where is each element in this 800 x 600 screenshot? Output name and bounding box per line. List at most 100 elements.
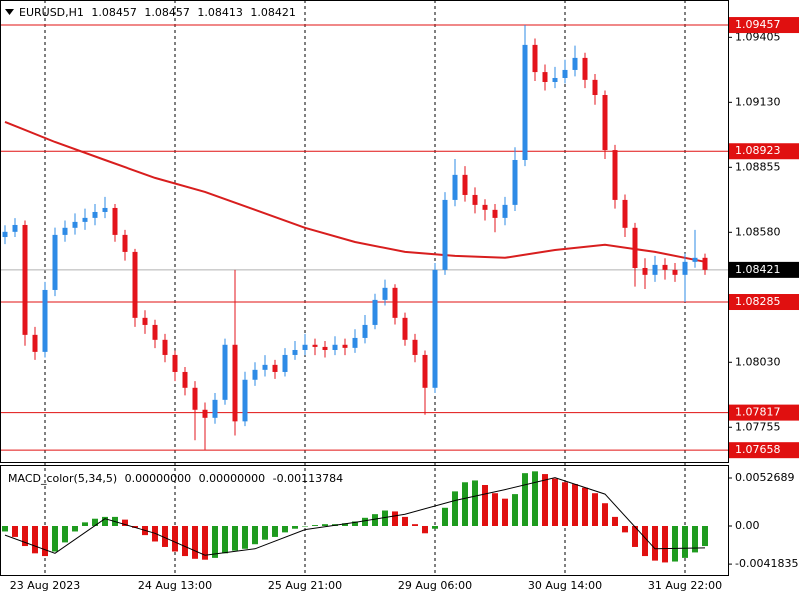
histogram-bar <box>502 498 508 527</box>
candle-body <box>102 207 108 212</box>
histogram-bar <box>542 474 548 527</box>
candle-body <box>142 317 148 325</box>
histogram-bar <box>612 516 618 527</box>
histogram-bar <box>2 526 8 532</box>
menu-triangle[interactable] <box>5 9 14 15</box>
histogram-bar <box>322 524 328 527</box>
y-tick-label: 1.08030 <box>735 355 781 368</box>
histogram-bar <box>102 516 108 527</box>
histogram-bar <box>532 471 538 527</box>
candle-body <box>542 72 548 83</box>
histogram-bar <box>42 526 48 557</box>
histogram-bar <box>662 526 668 563</box>
x-tick-label: 23 Aug 2023 <box>10 579 80 592</box>
histogram-bar <box>462 482 468 527</box>
candle-body <box>212 399 218 418</box>
histogram-bar <box>22 526 28 547</box>
axes: 23 Aug 2023 24 Aug 13:00 25 Aug 21:00 29 Au… <box>10 17 799 592</box>
candle-body <box>62 227 68 235</box>
level-label: 1.08285 <box>735 295 781 308</box>
candle-body <box>12 224 18 232</box>
histogram-bar <box>412 524 418 527</box>
candle-body <box>72 221 78 228</box>
histogram-bar <box>602 503 608 527</box>
candle-body <box>622 199 628 228</box>
histogram-bar <box>252 526 258 545</box>
y-tick-label: 1.09130 <box>735 95 781 108</box>
candle-body <box>472 194 478 205</box>
candle-body <box>152 324 158 340</box>
macd-pane <box>2 471 708 563</box>
histogram-bar <box>222 526 228 554</box>
y-tick-label: -0.0041835 <box>735 557 798 570</box>
level-label: 1.09457 <box>735 18 781 31</box>
candle-body <box>582 57 588 80</box>
histogram-bar <box>352 521 358 527</box>
candle-body <box>702 257 708 270</box>
histogram-bar <box>492 493 498 527</box>
level-label-bg <box>729 17 799 34</box>
candle-body <box>692 257 698 262</box>
level-label-bg <box>729 143 799 160</box>
candle-body <box>462 174 468 195</box>
candle-body <box>322 346 328 350</box>
candle-body <box>172 354 178 372</box>
histogram-bar <box>642 526 648 557</box>
candle-body <box>42 289 48 352</box>
x-tick-label: 30 Aug 14:00 <box>528 579 602 592</box>
candle-body <box>352 337 358 348</box>
candle-body <box>412 339 418 355</box>
histogram-bar <box>592 493 598 527</box>
macd-header: MACD_color(5,34,5) 0.00000000 0.00000000… <box>8 472 343 485</box>
histogram-bar <box>52 526 58 552</box>
signal-line <box>4 477 706 556</box>
candle-body <box>232 344 238 422</box>
candle-body <box>632 227 638 268</box>
candle-body <box>122 234 128 252</box>
histogram-bar <box>512 494 518 527</box>
level-label: 1.08923 <box>735 144 781 157</box>
histogram-bar <box>302 526 308 527</box>
level-label-bg <box>729 404 799 421</box>
candle-body <box>22 224 28 335</box>
macd-readout: 0.00000000 <box>199 472 265 485</box>
x-tick-label: 31 Aug 22:00 <box>648 579 722 592</box>
histogram-bar <box>92 518 98 527</box>
histogram-bar <box>312 525 318 527</box>
histogram-bar <box>282 526 288 533</box>
candle-body <box>442 199 448 270</box>
histogram-bar <box>192 526 198 559</box>
x-tick-label: 24 Aug 13:00 <box>138 579 212 592</box>
macd-readout: 0.00000000 <box>125 472 191 485</box>
histogram-bar <box>472 480 478 527</box>
y-tick-label: 1.09405 <box>735 30 781 43</box>
candle-body <box>512 159 518 205</box>
histogram-bar <box>62 526 68 543</box>
histogram-bar <box>212 526 218 558</box>
candle-body <box>332 344 338 350</box>
candle-body <box>272 364 278 372</box>
level-label: 1.07817 <box>735 406 781 419</box>
candle-body <box>612 150 618 200</box>
histogram-bar <box>292 526 298 529</box>
candle-body <box>642 267 648 275</box>
histogram-bar <box>682 526 688 558</box>
histogram-bar <box>162 526 168 547</box>
candle-body <box>222 344 228 400</box>
moving-average <box>4 120 706 263</box>
candle-body <box>432 269 438 388</box>
candle-body <box>162 339 168 355</box>
candle-body <box>532 44 538 73</box>
candle-body <box>52 234 58 290</box>
histogram-bar <box>582 487 588 527</box>
y-tick-label: 0.00 <box>735 519 760 532</box>
x-tick-label: 29 Aug 06:00 <box>398 579 472 592</box>
price-pane <box>0 24 728 451</box>
candle-body <box>132 251 138 318</box>
histogram-bar <box>432 526 438 529</box>
candle-body <box>382 287 388 300</box>
level-label-bg <box>729 442 799 459</box>
histogram-bar <box>242 526 248 549</box>
